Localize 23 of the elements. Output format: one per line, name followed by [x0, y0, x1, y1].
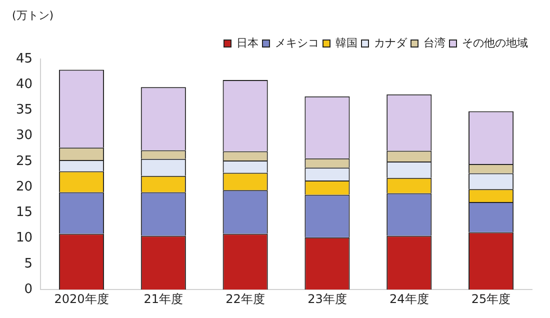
x-tick-label: 2020年度	[54, 292, 109, 306]
legend-label: メキシコ	[275, 36, 319, 50]
x-tick-label: 25年度	[471, 292, 511, 306]
x-tick-label: 21年度	[144, 292, 184, 306]
y-tick-label: 45	[16, 51, 33, 66]
legend-label: 日本	[236, 36, 258, 50]
y-tick-label: 10	[16, 230, 33, 246]
x-tick-label: 23年度	[308, 292, 347, 306]
x-tick-label: 24年度	[389, 292, 429, 306]
legend-label: 韓国	[336, 36, 358, 50]
legend-label: 台湾	[424, 36, 446, 50]
y-tick-label: 35	[16, 102, 33, 118]
y-tick-label: 40	[16, 76, 33, 92]
y-tick-label: 20	[16, 179, 33, 194]
y-tick-label: 15	[16, 205, 33, 220]
y-tick-label: 25	[16, 154, 33, 169]
y-axis-title: (万トン)	[12, 8, 54, 23]
y-tick-label: 0	[24, 282, 33, 297]
legend-label: その他の地域	[462, 36, 528, 50]
x-tick-label: 22年度	[226, 292, 265, 306]
y-tick-label: 5	[24, 256, 33, 272]
y-tick-label: 30	[16, 128, 33, 144]
legend-label: カナダ	[374, 36, 408, 50]
